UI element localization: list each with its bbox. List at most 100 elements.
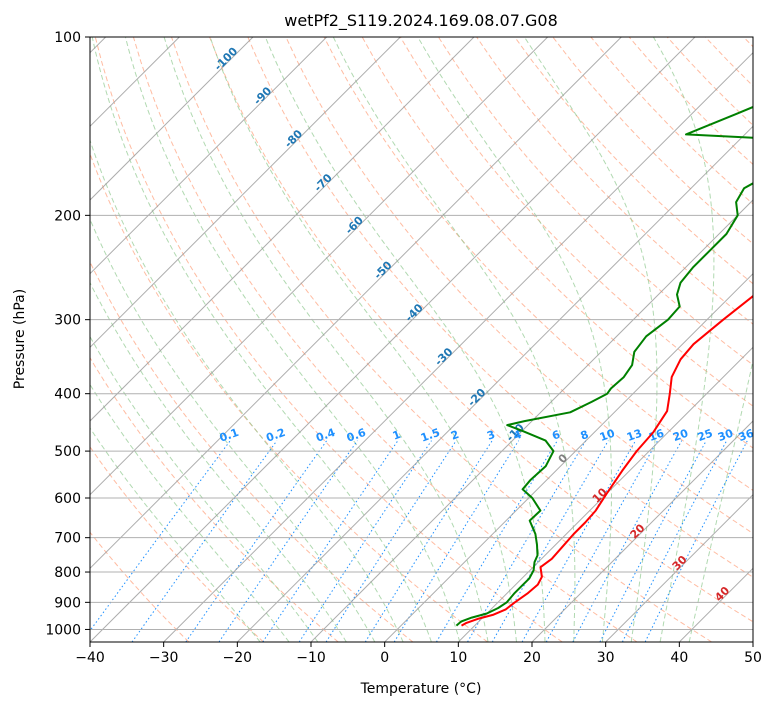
mixing-ratio-label: 0.1 [218, 426, 241, 445]
moist-adiabat-line [688, 357, 753, 642]
isotherm-line [310, 199, 753, 642]
isotherm-line [163, 51, 753, 642]
x-tick-label: −30 [149, 650, 179, 666]
isotherm-label: -80 [282, 127, 305, 150]
dry-adiabat-line [90, 356, 339, 642]
moist-adiabat-line [652, 37, 715, 642]
mixing-ratio-label: 1 [391, 428, 403, 443]
isotherm-line [90, 37, 475, 422]
mixing-ratio-line [131, 440, 278, 642]
dry-adiabat-line [247, 37, 753, 578]
x-tick-label: 20 [523, 650, 541, 666]
x-tick-label: 40 [670, 650, 688, 666]
moist-adiabat-line [91, 37, 432, 642]
dry-adiabat-line [285, 37, 753, 535]
x-tick-label: −20 [223, 650, 253, 666]
background-lines [90, 37, 753, 642]
isotherm-label: -40 [403, 301, 426, 324]
isotherm-line [90, 37, 696, 642]
y-axis-label: Pressure (hPa) [12, 289, 28, 389]
mixing-ratio-labels: 0.1 0.2 0.4 0.6 1 1.5 2 3 4 6 8 10 13 16 20 25 30 36 [218, 426, 756, 445]
mixing-ratio-label: 20 [671, 426, 690, 444]
mixing-ratio-line [262, 440, 399, 642]
moist-adiabat-line [417, 37, 612, 642]
dry-adiabat-line [171, 37, 712, 642]
mixing-ratio-line [491, 440, 609, 642]
isotherm-label: 40 [712, 584, 732, 604]
moist-adiabat-line [124, 37, 461, 642]
mixing-ratio-line [364, 440, 493, 642]
isotherm-line [90, 37, 328, 275]
mixing-ratio-line [545, 440, 659, 642]
x-axis-label: Temperature (°C) [360, 681, 482, 697]
isotherm-line [90, 37, 549, 496]
mixing-ratio-label: 0.6 [345, 426, 368, 445]
moist-adiabat-line [90, 427, 261, 642]
moist-adiabat-line [332, 37, 576, 642]
dry-adiabat-line [132, 37, 638, 642]
dry-adiabat-line [94, 37, 563, 642]
mixing-ratio-line [185, 440, 328, 642]
dry-adiabat-line [90, 531, 190, 642]
moist-adiabat-line [90, 138, 404, 642]
moist-adiabat-line [90, 281, 347, 642]
isotherm-label: 30 [670, 553, 690, 573]
moist-adiabat-line [209, 37, 517, 642]
dry-adiabat-line [437, 37, 753, 366]
mixing-ratio-label: 1.5 [419, 426, 442, 445]
mixing-ratio-label: 8 [579, 428, 591, 443]
dry-adiabat-line [476, 37, 753, 325]
chart-title: wetPf2_S119.2024.169.08.07.G08 [284, 11, 558, 31]
isotherm-line [384, 272, 753, 642]
mixing-ratio-line [298, 440, 432, 642]
x-tick-label: 0 [380, 650, 389, 666]
y-tick-label: 900 [54, 595, 81, 611]
y-tick-label: 400 [54, 387, 81, 403]
mixing-ratio-label: 3 [485, 428, 497, 443]
x-tick-label: 30 [597, 650, 615, 666]
dry-adiabat-line [552, 37, 753, 245]
mixing-ratio-line [572, 440, 683, 642]
mixing-ratio-line [521, 440, 637, 642]
isotherm-line [90, 37, 254, 201]
mixing-ratio-line [325, 440, 457, 642]
dry-adiabat-line [90, 260, 414, 642]
y-axis-ticks: 100 200 300 400 500 600 700 800 900 1000 [45, 30, 90, 638]
x-axis-ticks: −40 −30 −20 −10 0 10 20 30 40 50 [75, 642, 762, 666]
mixing-ratio-label: 25 [696, 427, 715, 444]
isotherm-line [457, 346, 753, 642]
dry-adiabat-line [90, 446, 264, 642]
y-tick-label: 600 [54, 491, 81, 507]
mixing-ratio-line [644, 440, 748, 642]
isotherm-label: -50 [371, 258, 394, 281]
mixing-ratio-label: 36 [737, 426, 756, 444]
isotherm-line [531, 420, 753, 642]
dry-adiabat-line [704, 37, 753, 87]
moist-adiabat-line [90, 383, 290, 642]
isotherm-label: -70 [312, 171, 335, 194]
mixing-ratio-label: 2 [449, 428, 461, 443]
dry-adiabat-line [399, 37, 753, 407]
y-tick-label: 100 [54, 30, 81, 46]
mixing-ratio-label: 6 [550, 428, 562, 443]
moist-adiabat-line [523, 37, 658, 642]
profiles [455, 105, 753, 627]
mixing-ratio-label: 0.2 [264, 426, 287, 445]
isotherm-label: -100 [212, 44, 241, 73]
mixing-ratio-label: 13 [625, 427, 644, 444]
mixing-ratio-line [621, 440, 728, 642]
isotherm-line [90, 37, 622, 570]
isotherm-label: -60 [343, 214, 366, 237]
dry-adiabat-line [323, 37, 753, 491]
isotherm-label: -90 [251, 84, 274, 107]
isotherm-label: 20 [628, 521, 648, 541]
plot-frame [89, 36, 754, 643]
dry-adiabat-line [743, 37, 753, 48]
x-tick-label: −40 [75, 650, 105, 666]
isotherm-line [605, 493, 753, 642]
y-tick-label: 200 [54, 208, 81, 224]
y-tick-label: 300 [54, 313, 81, 329]
dewpoint-profile-line [455, 105, 753, 627]
dry-adiabat-line [90, 152, 488, 642]
isotherm-line [236, 125, 753, 642]
